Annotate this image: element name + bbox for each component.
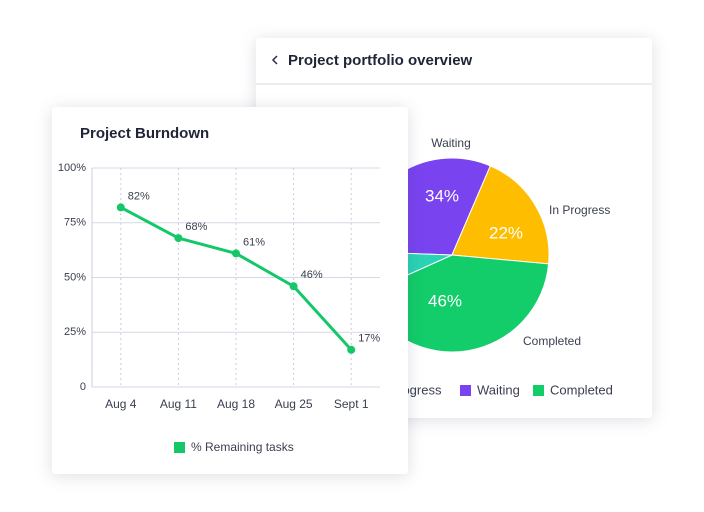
y-tick-label: 50% — [64, 271, 86, 283]
card-title: Project portfolio overview — [288, 52, 473, 69]
y-tick-label: 100% — [58, 162, 86, 174]
slice-value-label: 46% — [428, 291, 462, 310]
y-tick-label: 25% — [64, 326, 86, 338]
data-label: 68% — [185, 221, 207, 233]
point — [232, 249, 240, 258]
burndown-card: Project Burndown 0 25% 50% 75% 100% Aug 4 Aug … — [52, 107, 408, 474]
legend-swatch — [174, 442, 185, 453]
card-background — [52, 107, 408, 474]
slice-value-label: 22% — [489, 223, 523, 242]
slice-label: In Progress — [549, 203, 610, 217]
slice-value-label: 34% — [425, 186, 459, 205]
x-tick-label: Aug 25 — [275, 397, 313, 411]
y-tick-label: 75% — [64, 217, 86, 229]
point — [116, 203, 125, 212]
data-label: 46% — [301, 269, 323, 281]
data-label: 82% — [128, 190, 150, 202]
legend-swatch — [533, 385, 544, 396]
slice-label: Completed — [523, 334, 581, 348]
card-title: Project Burndown — [80, 125, 209, 142]
data-label: 17% — [358, 333, 380, 345]
point — [347, 345, 356, 354]
back-chevron[interactable] — [271, 55, 278, 65]
pie-slice — [451, 165, 550, 265]
x-tick-label: Aug 4 — [105, 397, 137, 411]
legend-swatch — [460, 385, 471, 396]
x-tick-label: Aug 18 — [217, 397, 255, 411]
legend-label: % Remaining tasks — [191, 440, 294, 454]
x-tick-label: Aug 11 — [160, 397, 197, 411]
data-label: 61% — [243, 236, 265, 248]
slice-label: Waiting — [431, 136, 471, 150]
point — [289, 282, 298, 291]
legend-label: Waiting — [477, 382, 520, 397]
y-tick-label: 0 — [80, 381, 86, 393]
x-tick-label: Sept 1 — [334, 397, 369, 411]
legend-label: Completed — [550, 382, 613, 397]
point — [174, 234, 183, 243]
